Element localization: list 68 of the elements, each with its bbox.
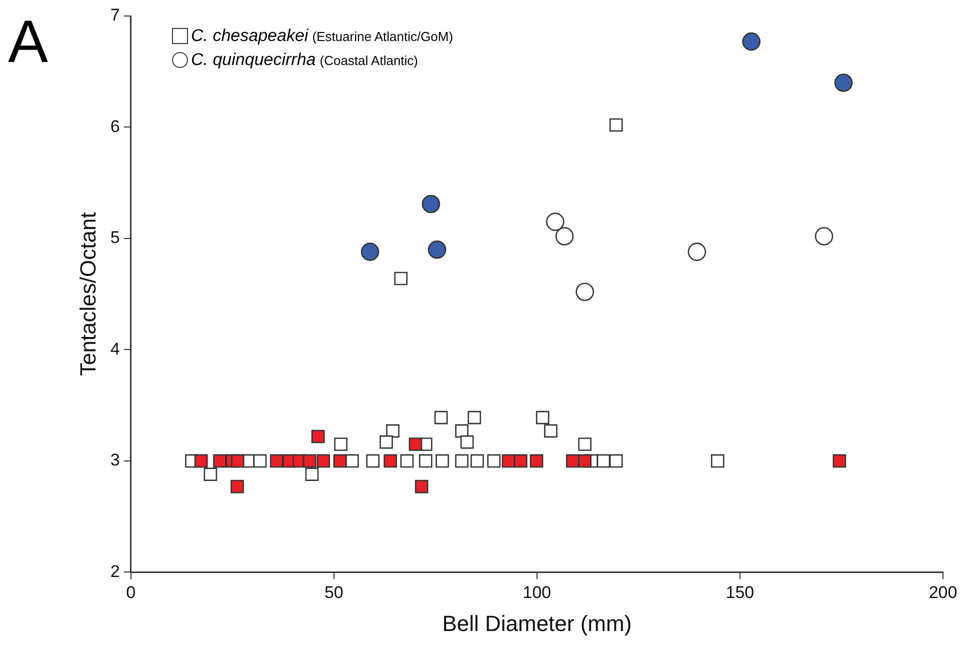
x-tick-label: 200: [928, 583, 958, 602]
point: [832, 454, 846, 468]
point: [814, 227, 834, 246]
point: [400, 454, 414, 468]
point: [230, 480, 244, 494]
point: [419, 454, 432, 468]
point: [710, 454, 724, 468]
x-tick-label: 100: [522, 583, 552, 602]
point: [333, 454, 347, 468]
point: [380, 435, 393, 449]
point: [334, 438, 348, 451]
y-tick-label: 2: [110, 562, 120, 581]
y-axis-title: Tentacles/Octant: [75, 212, 100, 376]
point: [436, 454, 449, 468]
point: [470, 454, 484, 468]
point: [230, 454, 244, 468]
point: [544, 424, 558, 438]
point: [394, 272, 408, 286]
point: [384, 454, 397, 468]
x-tick-label: 0: [126, 583, 136, 602]
y-tick-label: 7: [110, 6, 120, 25]
point: [386, 424, 400, 438]
x-axis-title: Bell Diameter (mm): [442, 610, 632, 636]
point: [194, 454, 208, 468]
point: [460, 435, 474, 449]
point: [305, 468, 319, 481]
text: A: [8, 8, 48, 75]
point: [422, 194, 440, 214]
point: [536, 410, 550, 424]
point: [434, 410, 448, 424]
y-tick-label: 4: [110, 339, 120, 358]
legend-label: C. quinquecirrha (Coastal Atlantic): [191, 50, 418, 70]
point: [213, 454, 226, 468]
point: [428, 240, 446, 259]
point: [578, 438, 592, 451]
point: [514, 454, 528, 468]
legend-label: C. chesapeakei (Estuarine Atlantic/GoM): [191, 26, 454, 46]
point: [596, 454, 610, 468]
point: [546, 212, 564, 231]
point: [346, 454, 359, 468]
point: [316, 454, 330, 468]
point: [270, 454, 284, 468]
y-tick-label: 5: [110, 228, 120, 248]
point: [576, 282, 594, 302]
point: [834, 74, 853, 92]
point: [253, 454, 267, 468]
point: [742, 32, 760, 51]
point: [487, 454, 501, 468]
point: [204, 468, 218, 481]
point: [468, 410, 482, 424]
point: [688, 242, 706, 261]
point: [578, 454, 592, 468]
x-tick-label: 50: [324, 583, 344, 602]
point: [455, 424, 468, 438]
point: [455, 454, 468, 468]
point: [311, 430, 325, 444]
x-tick-label: 150: [726, 583, 754, 602]
y-tick-label: 3: [110, 450, 120, 470]
point: [366, 454, 380, 468]
point: [530, 454, 544, 468]
point: [302, 454, 316, 468]
point: [360, 242, 380, 261]
point: [408, 438, 422, 451]
point: [609, 454, 623, 468]
point: [609, 118, 623, 132]
point: [555, 227, 574, 246]
point: [414, 480, 428, 494]
y-tick-label: 6: [110, 116, 120, 136]
